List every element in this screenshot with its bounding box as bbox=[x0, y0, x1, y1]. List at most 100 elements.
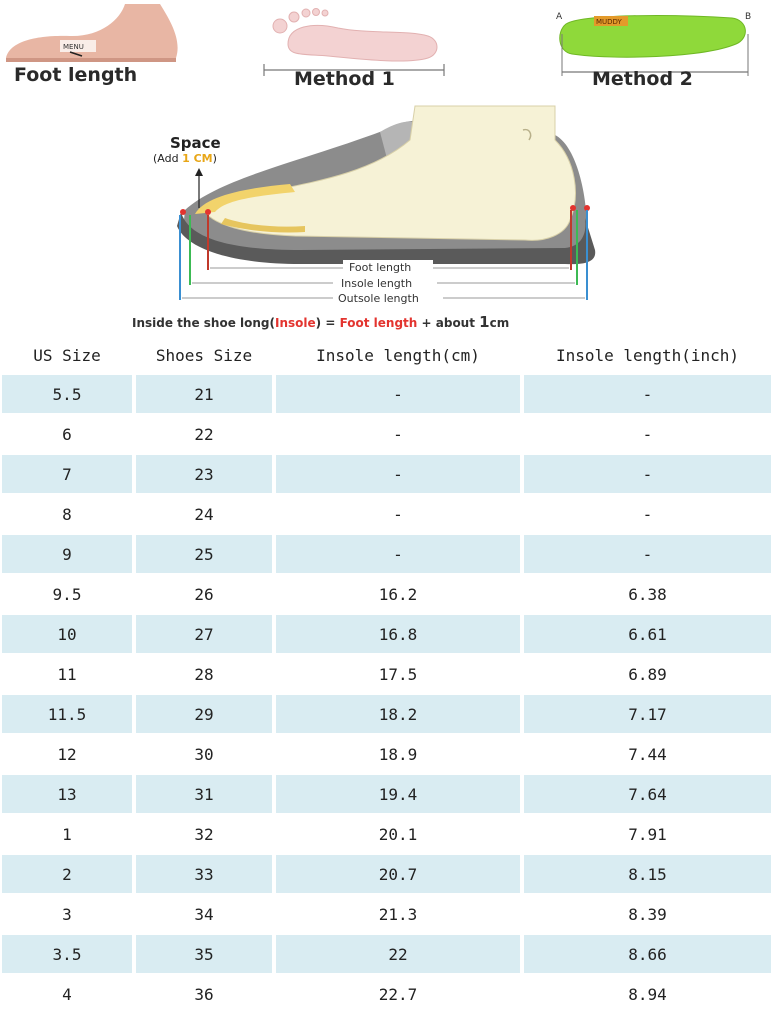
table-cell: - bbox=[522, 494, 773, 534]
header-insole-inch: Insole length(inch) bbox=[555, 345, 740, 365]
us-size-cell: 3 bbox=[62, 904, 72, 924]
table-cell: 22 bbox=[274, 934, 522, 974]
table-row: 10 27 16.8 6.61 bbox=[0, 614, 773, 654]
table-cell: 35 bbox=[134, 934, 274, 974]
us-size-cell: 2 bbox=[2, 855, 132, 893]
table-cell: 6.89 bbox=[522, 654, 773, 694]
insole-inch-cell: - bbox=[524, 455, 771, 493]
us-size-cell: 3.5 bbox=[2, 935, 132, 973]
table-cell: - bbox=[274, 454, 522, 494]
table-cell: 5.5 bbox=[0, 374, 134, 414]
table-row: 11.5 29 18.2 7.17 bbox=[0, 694, 773, 734]
shoes-size-cell: 23 bbox=[136, 455, 272, 493]
insole-inch-cell: 8.94 bbox=[628, 984, 667, 1004]
insole-inch-cell: 7.64 bbox=[524, 775, 771, 813]
us-size-cell: 10 bbox=[2, 615, 132, 653]
insole-cm-cell: 22.7 bbox=[378, 984, 418, 1004]
shoe-sole bbox=[177, 212, 596, 265]
table-cell: 3.5 bbox=[0, 934, 134, 974]
shoes-size-cell: 33 bbox=[136, 855, 272, 893]
shoes-size-cell: 25 bbox=[136, 535, 272, 573]
us-size-cell: 6 bbox=[62, 424, 72, 444]
us-size-cell: 13 bbox=[2, 775, 132, 813]
ruler-mark: MENU bbox=[63, 43, 84, 51]
table-cell: 16.2 bbox=[274, 574, 522, 614]
table-cell: 24 bbox=[134, 494, 274, 534]
table-cell: 20.1 bbox=[274, 814, 522, 854]
insole-inch-cell: 7.91 bbox=[628, 824, 667, 844]
insole-cm-cell: 16.2 bbox=[378, 584, 418, 604]
table-cell: 8.66 bbox=[522, 934, 773, 974]
table-cell: 21 bbox=[134, 374, 274, 414]
table-cell: 7.64 bbox=[522, 774, 773, 814]
shoes-size-cell: 36 bbox=[194, 984, 214, 1004]
table-cell: 8.94 bbox=[522, 974, 773, 1014]
shoes-size-cell: 24 bbox=[194, 504, 214, 524]
table-cell: 8.39 bbox=[522, 894, 773, 934]
table-cell: 16.8 bbox=[274, 614, 522, 654]
insole-layer bbox=[195, 184, 295, 214]
insole-cm-cell: - bbox=[393, 504, 403, 524]
insole-inch-cell: 6.61 bbox=[524, 615, 771, 653]
insole-cm-cell: 16.8 bbox=[276, 615, 520, 653]
insole-end-b: B bbox=[745, 12, 751, 22]
insole-cm-cell: 21.3 bbox=[378, 904, 418, 924]
table-cell: 6.61 bbox=[522, 614, 773, 654]
insole-icon: MUDDY A B bbox=[556, 12, 751, 76]
shoes-size-cell: 27 bbox=[136, 615, 272, 653]
table-cell: 7.91 bbox=[522, 814, 773, 854]
header-us-size: US Size bbox=[33, 345, 101, 365]
table-row: 6 22 - - bbox=[0, 414, 773, 454]
us-size-cell: 11 bbox=[57, 664, 77, 684]
diagram-space-label: Space bbox=[170, 134, 221, 152]
header-insole-cm: Insole length(cm) bbox=[316, 345, 480, 365]
table-cell: 7.44 bbox=[522, 734, 773, 774]
method-1-label: Method 1 bbox=[294, 68, 395, 90]
measurement-methods-strip: MENU Foot length Method 1 MUDDY A B Meth… bbox=[0, 0, 773, 100]
table-cell: - bbox=[522, 374, 773, 414]
diagram-insole-length-label: Insole length bbox=[341, 277, 412, 290]
table-cell: 1 bbox=[0, 814, 134, 854]
insole-inch-cell: - bbox=[524, 535, 771, 573]
table-row: 11 28 17.5 6.89 bbox=[0, 654, 773, 694]
insole-cm-cell: - bbox=[393, 424, 403, 444]
shoes-size-cell: 28 bbox=[194, 664, 214, 684]
table-row: 4 36 22.7 8.94 bbox=[0, 974, 773, 1014]
insole-cm-cell: 17.5 bbox=[378, 664, 418, 684]
table-row: 1 32 20.1 7.91 bbox=[0, 814, 773, 854]
diagram-space-add-note: (Add 1 CM) bbox=[153, 152, 217, 165]
table-row: 9.5 26 16.2 6.38 bbox=[0, 574, 773, 614]
table-cell: 3 bbox=[0, 894, 134, 934]
us-size-cell: 11.5 bbox=[2, 695, 132, 733]
table-cell: 25 bbox=[134, 534, 274, 574]
shoes-size-cell: 21 bbox=[136, 375, 272, 413]
table-row: 13 31 19.4 7.64 bbox=[0, 774, 773, 814]
insole-inch-cell: 8.39 bbox=[628, 904, 667, 924]
insole-cm-cell: - bbox=[276, 375, 520, 413]
table-row: 2 33 20.7 8.15 bbox=[0, 854, 773, 894]
shoes-size-cell: 29 bbox=[136, 695, 272, 733]
us-size-cell: 9.5 bbox=[52, 584, 82, 604]
insole-cm-cell: 18.9 bbox=[378, 744, 418, 764]
table-cell: 33 bbox=[134, 854, 274, 894]
table-cell: 13 bbox=[0, 774, 134, 814]
table-cell: 12 bbox=[0, 734, 134, 774]
table-cell: 6 bbox=[0, 414, 134, 454]
table-cell: - bbox=[522, 454, 773, 494]
table-row: 9 25- - bbox=[0, 534, 773, 574]
table-cell: 10 bbox=[0, 614, 134, 654]
us-size-cell: 5.5 bbox=[2, 375, 132, 413]
table-row: 8 24 - - bbox=[0, 494, 773, 534]
shoes-size-cell: 26 bbox=[194, 584, 214, 604]
us-size-cell: 1 bbox=[62, 824, 72, 844]
shoe-cross-section-diagram: Foot length Insole length Outsole length… bbox=[153, 105, 596, 305]
shoes-size-cell: 30 bbox=[194, 744, 214, 764]
table-cell: 7 bbox=[0, 454, 134, 494]
insole-cm-cell: 22 bbox=[276, 935, 520, 973]
foot-length-label: Foot length bbox=[14, 64, 138, 86]
table-cell: 18.9 bbox=[274, 734, 522, 774]
us-size-cell: 7 bbox=[2, 455, 132, 493]
table-cell: 18.2 bbox=[274, 694, 522, 734]
table-cell: 28 bbox=[134, 654, 274, 694]
shoes-size-cell: 32 bbox=[194, 824, 214, 844]
